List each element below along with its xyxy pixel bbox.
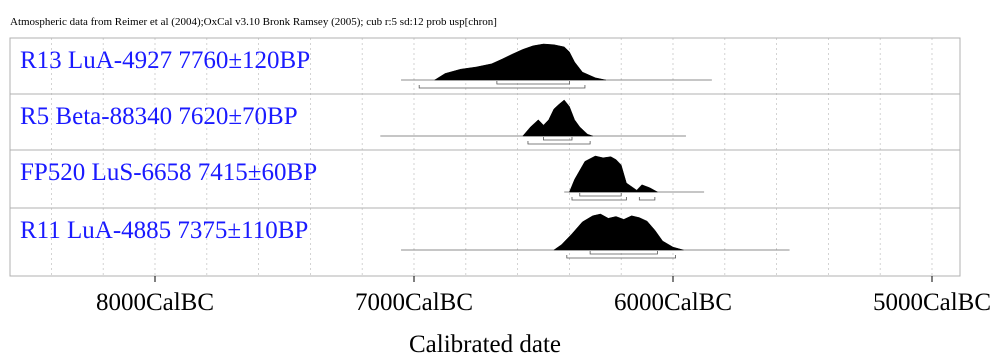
x-axis: 8000CalBC 7000CalBC 6000CalBC 5000CalBC bbox=[96, 276, 991, 316]
plot-frame bbox=[9, 37, 961, 277]
x-axis-title: Calibrated date bbox=[409, 331, 561, 358]
x-tick-label: 7000CalBC bbox=[355, 289, 473, 316]
rows-layer: R13 LuA-4927 7760±120BP R5 Beta-88340 762… bbox=[10, 43, 960, 259]
range-bracket-68 bbox=[589, 251, 658, 255]
row-label: FP520 LuS-6658 7415±60BP bbox=[20, 159, 317, 186]
range-bracket-68 bbox=[496, 81, 570, 85]
header-caption: Atmospheric data from Reimer et al (2004… bbox=[10, 16, 497, 28]
row-label: R13 LuA-4927 7760±120BP bbox=[20, 47, 310, 74]
probability-distribution bbox=[569, 155, 658, 193]
probability-distribution bbox=[553, 213, 684, 251]
range-bracket-95 bbox=[527, 141, 591, 145]
x-tick-label: 5000CalBC bbox=[873, 289, 991, 316]
x-tick-label: 6000CalBC bbox=[614, 289, 732, 316]
probability-distribution bbox=[433, 43, 606, 81]
probability-distribution bbox=[522, 99, 593, 137]
range-bracket-68 bbox=[579, 193, 622, 197]
range-bracket-95 bbox=[571, 197, 627, 201]
grid-layer bbox=[9, 37, 961, 277]
range-bracket-95 bbox=[638, 197, 656, 201]
x-tick-label: 8000CalBC bbox=[96, 289, 214, 316]
row-label: R11 LuA-4885 7375±110BP bbox=[20, 217, 308, 244]
range-bracket-95 bbox=[418, 85, 586, 89]
range-bracket-68 bbox=[543, 137, 573, 141]
row-label: R5 Beta-88340 7620±70BP bbox=[20, 103, 298, 130]
range-bracket-95 bbox=[566, 255, 676, 259]
